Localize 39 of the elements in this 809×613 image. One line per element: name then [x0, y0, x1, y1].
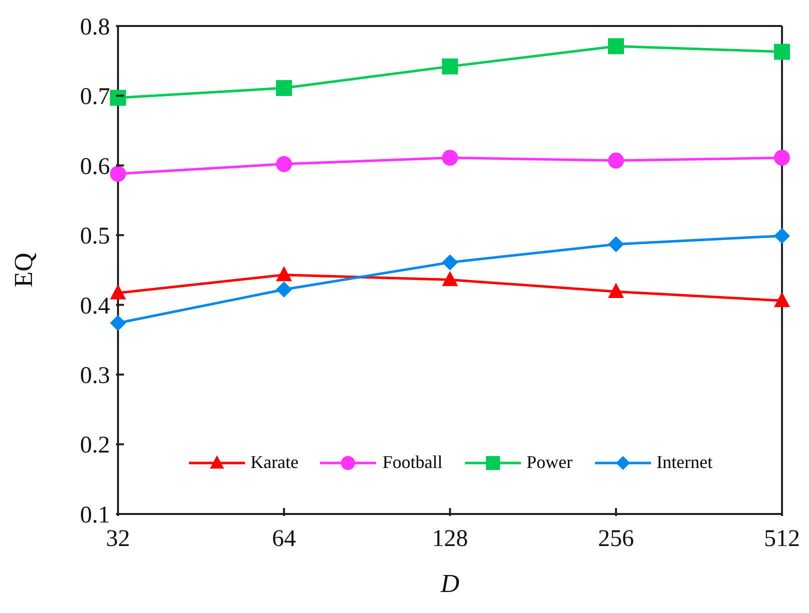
point	[276, 282, 292, 298]
y-tick-label: 0.4	[80, 293, 110, 320]
point	[276, 156, 292, 172]
y-tick-label: 0.7	[80, 84, 110, 110]
y-tick-label: 0.3	[80, 362, 110, 389]
point	[110, 314, 126, 331]
point	[110, 284, 126, 300]
x-tick-label: 256	[598, 526, 634, 552]
point	[774, 44, 790, 60]
legend-label: Power	[526, 452, 572, 473]
x-axis-title: D	[440, 569, 460, 598]
y-axis-title: EQ	[9, 252, 38, 288]
y-tick-label: 0.5	[80, 224, 110, 250]
x-tick-label: 32	[106, 526, 130, 552]
x-tick-label: 512	[764, 526, 800, 552]
point	[442, 150, 458, 166]
point	[276, 266, 292, 282]
point	[608, 236, 624, 252]
legend-label: Karate	[250, 452, 298, 473]
point	[774, 292, 790, 308]
point	[442, 58, 458, 74]
y-tick-label: 0.1	[80, 502, 110, 528]
point	[442, 270, 458, 286]
legend-label: Internet	[656, 452, 712, 473]
point	[774, 228, 790, 244]
y-tick-label: 0.2	[80, 432, 110, 459]
point	[110, 166, 126, 182]
point	[276, 80, 292, 96]
point	[608, 152, 624, 169]
point	[442, 254, 458, 270]
legend-label: Football	[382, 452, 442, 473]
point	[110, 90, 126, 106]
point	[608, 38, 624, 54]
y-tick-label: 0.6	[80, 154, 110, 180]
x-tick-label: 128	[432, 526, 468, 552]
y-tick-label: 0.8	[80, 14, 110, 40]
point	[774, 150, 790, 166]
x-tick-label: 64	[272, 526, 296, 552]
point	[608, 282, 624, 298]
